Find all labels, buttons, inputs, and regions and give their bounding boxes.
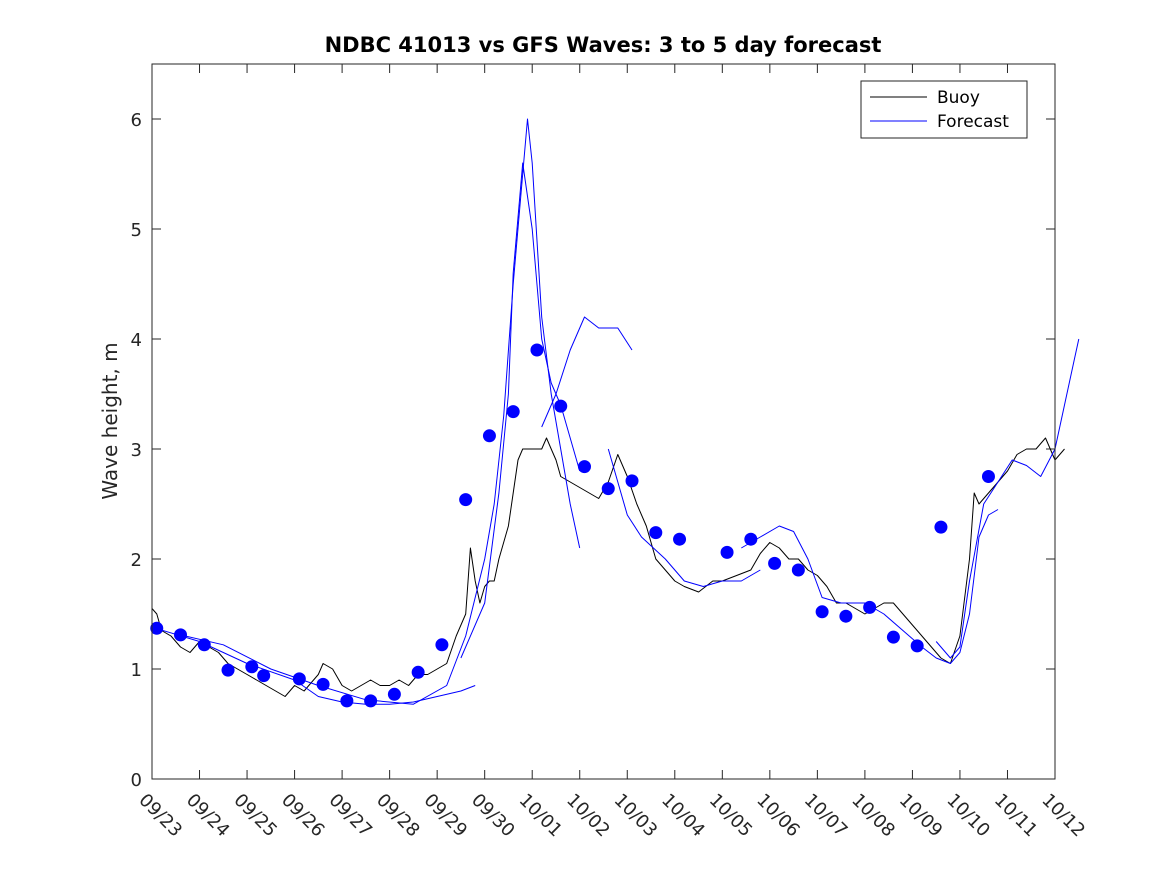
x-tick-label: 09/24	[182, 790, 234, 842]
y-tick-label: 4	[131, 330, 142, 351]
forecast-series-line	[741, 509, 999, 664]
y-tick-labels: 0 1 2 3 4 5 6	[131, 110, 142, 791]
x-tick-label: 09/27	[325, 790, 377, 842]
marker-layer	[150, 343, 995, 708]
forecast-marker	[625, 474, 639, 488]
buoy-series-line	[151, 437, 1065, 697]
x-tick-label: 09/25	[230, 790, 282, 842]
forecast-marker	[506, 405, 520, 419]
legend-buoy-label: Buoy	[937, 88, 980, 108]
forecast-series-line	[151, 626, 476, 705]
y-tick-label: 5	[131, 220, 142, 241]
forecast-marker	[459, 493, 473, 507]
forecast-marker	[257, 669, 271, 683]
y-tick-label: 0	[131, 770, 142, 791]
forecast-marker	[554, 399, 568, 413]
forecast-marker	[910, 639, 924, 653]
forecast-marker	[815, 605, 829, 619]
x-tick-label: 10/05	[705, 790, 757, 842]
forecast-marker	[720, 545, 734, 559]
forecast-marker	[411, 665, 425, 679]
forecast-marker	[435, 638, 449, 652]
x-tick-label: 09/29	[420, 790, 472, 842]
x-tick-label: 10/12	[1037, 790, 1089, 842]
forecast-marker	[530, 343, 544, 357]
y-tick-label: 6	[131, 110, 142, 131]
plot-area	[152, 64, 1055, 779]
forecast-marker	[387, 687, 401, 701]
y-tick-label: 2	[131, 550, 142, 571]
forecast-marker	[768, 556, 782, 570]
forecast-marker	[649, 526, 663, 540]
forecast-marker	[482, 429, 496, 443]
x-tick-label: 10/07	[800, 790, 852, 842]
forecast-marker	[197, 638, 211, 652]
forecast-marker	[886, 630, 900, 644]
legend-box	[860, 80, 1028, 139]
x-tick-label: 10/03	[610, 790, 662, 842]
x-tick-label: 09/28	[372, 790, 424, 842]
forecast-marker	[245, 660, 259, 674]
x-tick-label: 10/01	[515, 790, 567, 842]
plot-frame	[151, 63, 1056, 780]
forecast-marker	[340, 694, 354, 708]
x-tick-label: 10/11	[990, 790, 1042, 842]
x-tick-label: 10/08	[847, 790, 899, 842]
forecast-marker	[934, 520, 948, 534]
forecast-marker	[174, 628, 188, 642]
forecast-series-line	[935, 338, 1080, 659]
forecast-marker	[839, 609, 853, 623]
forecast-marker	[577, 460, 591, 474]
forecast-marker	[601, 482, 615, 496]
forecast-series-line	[541, 316, 633, 428]
y-axis-label: Wave height, m	[98, 342, 122, 499]
forecast-marker	[981, 470, 995, 483]
chart-title: NDBC 41013 vs GFS Waves: 3 to 5 day fore…	[325, 33, 882, 57]
y-tick-label: 1	[131, 660, 142, 681]
forecast-series-line	[607, 448, 761, 587]
x-tick-label: 09/30	[467, 790, 519, 842]
x-tick-label: 09/23	[134, 790, 186, 842]
forecast-marker	[292, 672, 306, 686]
x-tick-label: 10/09	[895, 790, 947, 842]
x-tick-labels: 09/2309/2409/2509/2609/2709/2809/2909/30…	[134, 790, 1089, 842]
forecast-marker	[221, 663, 235, 677]
x-tick-label: 10/06	[752, 790, 804, 842]
forecast-marker	[364, 694, 378, 708]
y-tick-label: 3	[131, 440, 142, 461]
forecast-marker	[863, 600, 877, 614]
legend-forecast-label: Forecast	[937, 112, 1009, 132]
x-tick-label: 10/04	[657, 790, 709, 842]
forecast-marker	[150, 621, 164, 635]
x-tick-label: 09/26	[277, 790, 329, 842]
x-tick-label: 10/02	[562, 790, 614, 842]
forecast-marker	[673, 532, 687, 546]
forecast-marker	[316, 677, 330, 691]
x-tick-label: 10/10	[942, 790, 994, 842]
axis-ticks	[151, 64, 1056, 780]
forecast-marker	[744, 532, 758, 546]
forecast-marker	[791, 563, 805, 577]
legend: Buoy Forecast	[860, 80, 1028, 139]
